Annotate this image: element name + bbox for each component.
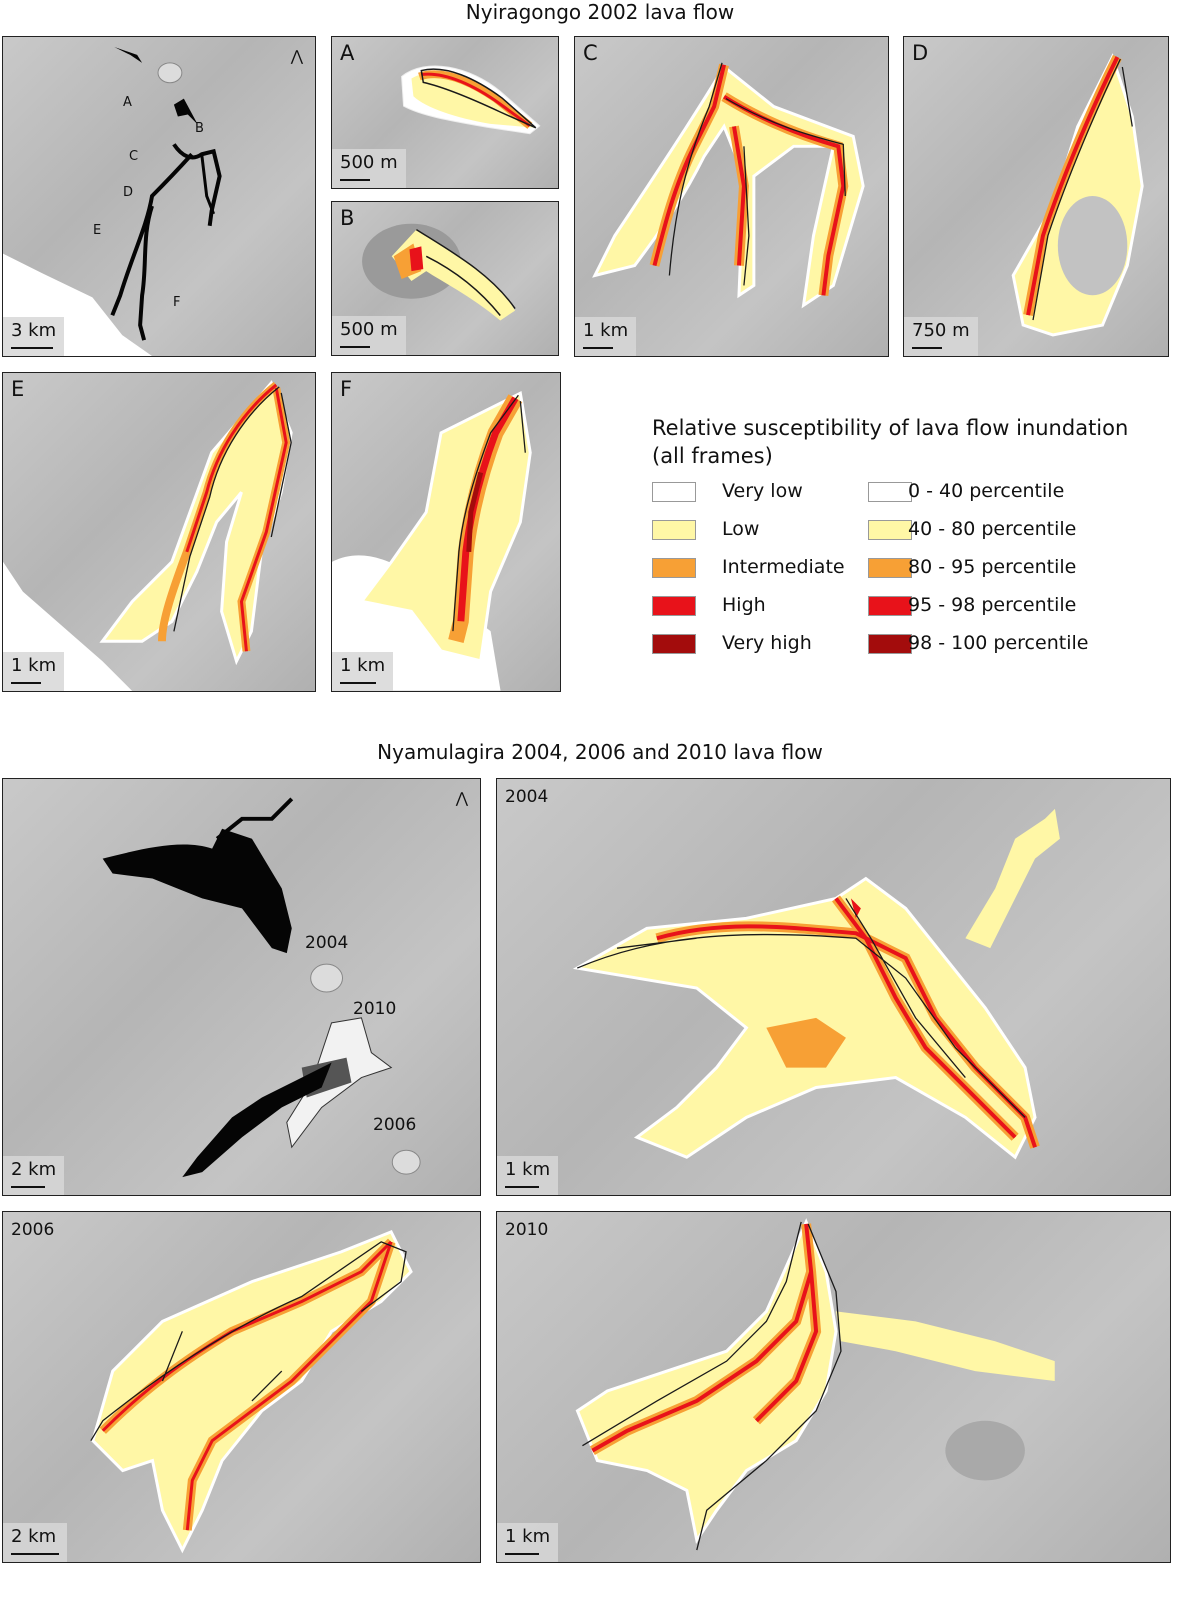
legend-swatch	[868, 482, 912, 502]
nyiragongo-crater	[391, 1149, 421, 1175]
legend-swatch	[652, 558, 696, 578]
legend-class-label: High	[722, 594, 766, 616]
panel-c-label: C	[583, 41, 598, 65]
panel-2004-map: 2004 1 km	[496, 778, 1171, 1196]
panel-f-label: F	[340, 377, 353, 401]
panel-2006-label: 2006	[11, 1220, 55, 1240]
scale-bar: 500 m	[332, 149, 406, 188]
legend-swatch	[652, 520, 696, 540]
panel-d-susceptibility	[1011, 53, 1144, 337]
scale-bar: 1 km	[497, 1523, 559, 1562]
legend-class-label: Very high	[722, 632, 812, 654]
legend-percentile-label: 0 - 40 percentile	[908, 480, 1065, 502]
nyiragongo-title: Nyiragongo 2002 lava flow	[465, 0, 735, 24]
panel-d-map: D 750 m	[903, 36, 1169, 357]
north-arrow-icon: ⋀	[290, 47, 303, 65]
marker-d: D	[123, 185, 134, 200]
flows-cdef	[110, 143, 222, 341]
scale-bar: 2 km	[3, 1523, 67, 1562]
marker-e: E	[93, 223, 102, 238]
marker-f: F	[173, 295, 181, 310]
legend-percentile-label: 95 - 98 percentile	[908, 594, 1077, 616]
overview-map-graphic	[3, 46, 222, 356]
scale-bar: 2 km	[3, 1156, 65, 1195]
panel-a-susceptibility	[401, 65, 541, 135]
panel-2006-map: 2006 2 km	[2, 1211, 481, 1563]
flow-2004	[102, 828, 292, 954]
legend-swatch	[868, 558, 912, 578]
panel-b-label: B	[340, 206, 355, 230]
label-2004: 2004	[305, 933, 349, 953]
panel-2010-map: 2010 1 km	[496, 1211, 1171, 1563]
legend-swatch	[868, 634, 912, 654]
panel-a-label: A	[340, 41, 355, 65]
panel-c-map: C 1 km	[574, 36, 889, 357]
panel-f-susceptibility	[332, 390, 532, 691]
panel-b-map: B 500 m	[331, 201, 559, 356]
legend-rows: Very low 0 - 40 percentile Low 40 - 80 perc…	[652, 480, 1172, 670]
panel-b-susceptibility	[362, 223, 516, 321]
marker-a: A	[123, 95, 132, 110]
nyamulagira-overview-map: ⋀ 2004 2010 2006 2 km	[2, 778, 481, 1196]
label-2010: 2010	[353, 999, 397, 1019]
nyamulagira-title: Nyamulagira 2004, 2006 and 2010 lava flo…	[377, 740, 823, 764]
panel-2004-susceptibility	[572, 808, 1060, 1160]
nyiragongo-cone	[945, 1420, 1025, 1481]
legend-swatch	[868, 596, 912, 616]
panel-2006-susceptibility	[90, 1229, 413, 1554]
panel-d-label: D	[912, 41, 929, 65]
legend-row: High 95 - 98 percentile	[652, 594, 1172, 632]
label-2006: 2006	[373, 1115, 417, 1135]
legend-title: Relative susceptibility of lava flow inu…	[652, 416, 1129, 468]
scale-bar: 1 km	[3, 652, 65, 691]
north-arrow-icon: ⋀	[455, 789, 468, 807]
legend-percentile-label: 80 - 95 percentile	[908, 556, 1077, 578]
panel-e-susceptibility	[3, 380, 293, 691]
flow-a	[114, 46, 143, 63]
scale-bar: 1 km	[575, 317, 637, 356]
scale-bar: 3 km	[3, 317, 65, 356]
legend-class-label: Low	[722, 518, 760, 540]
scale-bar: 500 m	[332, 316, 406, 355]
legend-swatch	[652, 634, 696, 654]
legend: Relative susceptibility of lava flow inu…	[652, 414, 1172, 670]
panel-e-label: E	[11, 377, 25, 401]
legend-row: Very high 98 - 100 percentile	[652, 632, 1172, 670]
nyamulagira-crater	[310, 963, 344, 993]
legend-class-label: Intermediate	[722, 556, 845, 578]
panel-2010-susceptibility	[575, 1218, 1055, 1551]
legend-swatch	[652, 482, 696, 502]
summit-crater	[157, 62, 183, 84]
flow-b	[173, 98, 198, 125]
scale-bar: 1 km	[497, 1156, 559, 1195]
flow-2006	[182, 1062, 332, 1178]
panel-2010-label: 2010	[505, 1220, 549, 1240]
nyiragongo-overview-map: ⋀ A B C D E F 3 km	[2, 36, 316, 357]
legend-class-label: Very low	[722, 480, 803, 502]
panel-c-susceptibility	[592, 62, 865, 309]
legend-row: Low 40 - 80 percentile	[652, 518, 1172, 556]
marker-b: B	[195, 121, 204, 136]
panel-a-map: A 500 m	[331, 36, 559, 189]
panel-f-map: F 1 km	[331, 372, 561, 692]
panel-2004-label: 2004	[505, 787, 549, 807]
scale-bar: 750 m	[904, 317, 978, 356]
panel-e-map: E 1 km	[2, 372, 316, 692]
legend-percentile-label: 98 - 100 percentile	[908, 632, 1089, 654]
legend-percentile-label: 40 - 80 percentile	[908, 518, 1077, 540]
nyam-overview-graphic	[102, 797, 421, 1178]
scale-bar: 1 km	[332, 652, 394, 691]
legend-swatch	[652, 596, 696, 616]
legend-row: Very low 0 - 40 percentile	[652, 480, 1172, 518]
legend-swatch	[868, 520, 912, 540]
marker-c: C	[129, 149, 139, 164]
legend-row: Intermediate 80 - 95 percentile	[652, 556, 1172, 594]
